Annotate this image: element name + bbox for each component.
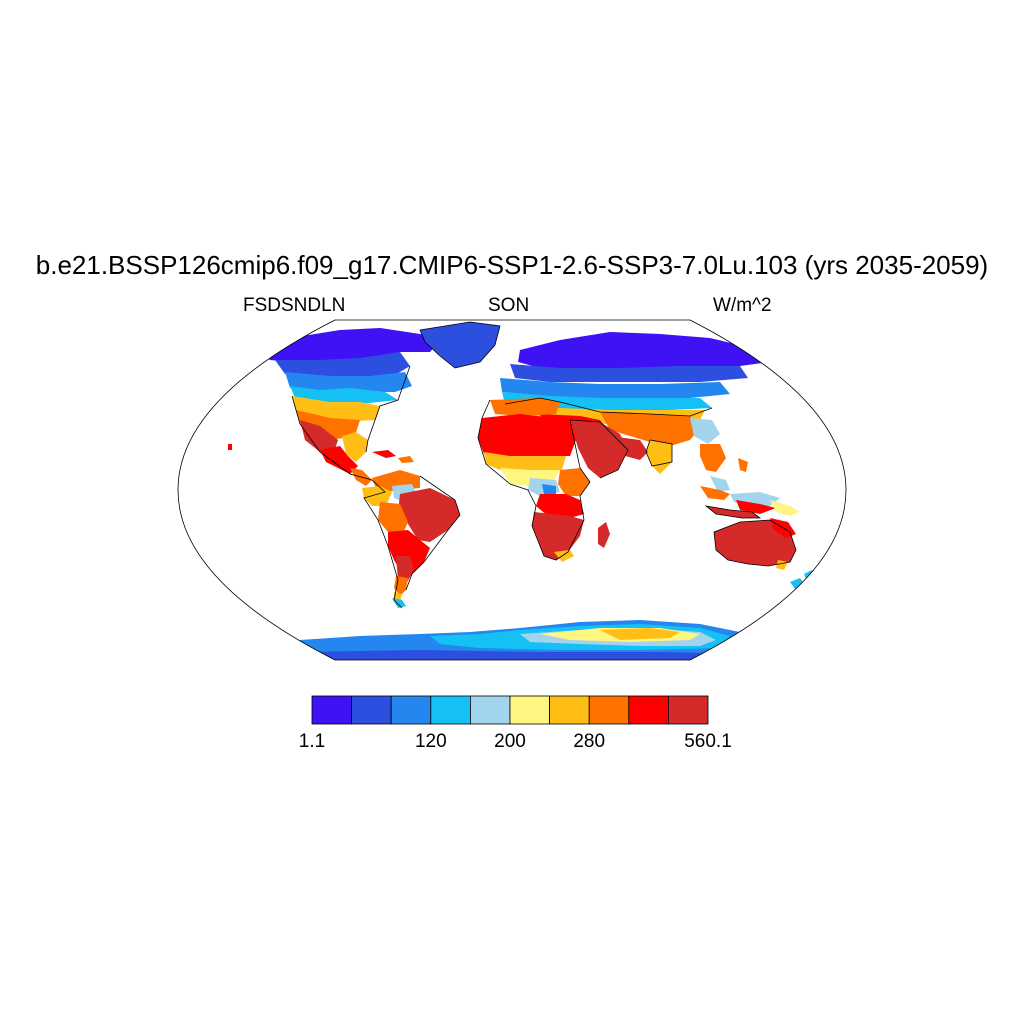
colorbar-tick-label: 1.1 <box>298 731 326 752</box>
colorbar-swatch <box>311 695 352 725</box>
colorbar-swatch <box>588 695 630 725</box>
units-label: W/m^2 <box>713 295 772 316</box>
plot-title: b.e21.BSSP126cmip6.f09_g17.CMIP6-SSP1-2.… <box>35 250 989 280</box>
colorbar-swatch <box>549 695 590 725</box>
greenland <box>420 322 500 368</box>
map-border <box>177 319 847 661</box>
land-fill <box>228 322 818 660</box>
colorbar-tick-label: 200 <box>494 731 526 752</box>
season-label: SON <box>488 295 530 316</box>
colorbar-swatch <box>509 695 550 725</box>
australia <box>714 520 796 566</box>
colorbar-tick-label: 560.1 <box>684 731 732 752</box>
eurasia-arctic <box>518 332 770 370</box>
variable-label: FSDSNDLN <box>243 295 346 316</box>
north-america-arctic <box>262 328 440 362</box>
colorbar-swatch <box>668 695 709 725</box>
colorbar-tick-label: 280 <box>573 731 606 752</box>
colorbar-swatch <box>469 695 511 725</box>
coastlines <box>291 321 797 609</box>
colorbar-tick-label: 120 <box>414 731 447 752</box>
colorbar-swatch <box>390 695 432 725</box>
colorbar <box>311 695 709 725</box>
colorbar-swatch <box>628 695 669 725</box>
colorbar-swatch <box>430 695 471 725</box>
colorbar-swatch <box>351 695 392 725</box>
